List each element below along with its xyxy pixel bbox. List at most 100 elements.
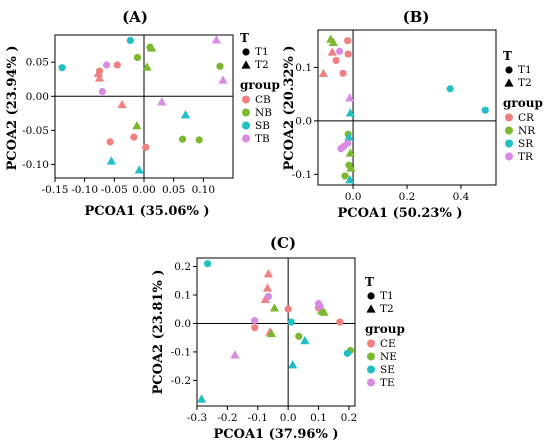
data-point-te-t1	[264, 292, 273, 301]
data-point-se-t2	[196, 394, 207, 403]
data-point-ce-t2	[263, 269, 274, 278]
x-tick-label: 0.10	[192, 184, 215, 196]
legend-color-cb	[242, 95, 250, 104]
x-tick-label: -0.3	[187, 412, 207, 424]
legend-shape-title: T	[503, 49, 512, 63]
legend-color-cr	[505, 113, 513, 122]
data-point-cr-t1	[339, 69, 347, 77]
legend-color-sb	[242, 121, 250, 130]
legend-label-t1: T1	[380, 290, 394, 302]
x-tick-label: -0.2	[217, 412, 237, 424]
legend-label-nr: NR	[518, 125, 536, 137]
panel-b-x-ticks: 0.0 0.2 0.4	[345, 185, 470, 203]
data-point-ce-t1	[251, 324, 259, 332]
data-point-tr-t2	[345, 93, 355, 102]
panel-c-y-ticks: -0.2 -0.1 0.0 0.1 0.2	[171, 261, 197, 387]
panel-a-y-label: PCOA2 (23.94% )	[5, 46, 20, 171]
y-tick-label: -0.2	[171, 375, 191, 387]
x-tick-label: 0.1	[310, 412, 327, 424]
legend-color-se	[367, 365, 375, 374]
panel-a: (A) -0.15 -0.10 -0.05 0.00 0.05 0.10 -0.10-0.…	[5, 8, 280, 219]
data-point-te-t1	[251, 317, 259, 325]
data-point-tb-t2	[211, 35, 221, 44]
y-tick-label: 0.05	[26, 57, 49, 69]
legend-label-t1: T1	[255, 46, 269, 58]
legend-group-title: group	[365, 322, 405, 336]
data-point-ne-t1	[295, 332, 303, 340]
data-point-nb-t1	[195, 136, 203, 144]
panel-c-title: (C)	[270, 234, 296, 252]
x-tick-label: 0.2	[341, 412, 358, 424]
legend-group-title: group	[503, 96, 543, 110]
y-tick-label: -0.10	[22, 159, 49, 171]
legend-label-ne: NE	[380, 351, 397, 363]
panel-c-y-label: PCOA2 (23.81% )	[151, 270, 166, 395]
data-point-cb-t1	[106, 138, 114, 146]
panel-b-points	[318, 34, 489, 184]
legend-shape-title: T	[240, 31, 249, 45]
data-point-te-t1	[316, 302, 324, 310]
data-point-tr-t1	[340, 142, 348, 151]
x-tick-label: -0.10	[71, 184, 98, 196]
data-point-sr-t1	[481, 106, 489, 114]
data-point-cb-t2	[117, 99, 127, 109]
legend-label-sb: SB	[255, 120, 270, 132]
legend-color-nr	[505, 126, 513, 135]
data-point-nb-t2	[142, 62, 152, 71]
x-tick-label: 0.2	[399, 191, 416, 203]
x-tick-label: 0.4	[453, 191, 470, 203]
panel-c-points	[196, 260, 355, 403]
y-tick-label: 0.00	[26, 91, 49, 103]
y-tick-label: 0.0	[174, 318, 191, 330]
panel-c-reference-lines	[197, 258, 355, 406]
legend-label-cr: CR	[518, 112, 535, 124]
data-point-se-t1	[343, 349, 352, 357]
y-tick-label: 0.0	[295, 115, 312, 127]
data-point-nr-t2	[346, 163, 356, 172]
data-point-tb-t1	[103, 61, 111, 69]
data-point-tb-t1	[98, 87, 107, 96]
panel-a-title: (A)	[122, 8, 148, 26]
legend-key-t1	[505, 66, 513, 74]
panel-b-y-ticks: -0.1 0.0 0.1	[292, 62, 318, 181]
data-point-sr-t2	[345, 175, 355, 184]
legend-key-t2	[504, 78, 514, 87]
data-point-ce-t1	[284, 305, 292, 313]
data-point-nb-t1	[216, 62, 224, 70]
data-point-sr-t2	[345, 108, 355, 117]
data-point-ce-t1	[336, 318, 344, 326]
data-point-sb-t1	[126, 36, 134, 45]
data-point-ne-t2	[319, 307, 329, 316]
legend-label-cb: CB	[255, 94, 271, 106]
legend-key-t2	[241, 60, 251, 69]
data-point-nb-t1	[133, 53, 142, 62]
data-point-nb-t2	[132, 120, 142, 130]
data-point-ne-t2	[266, 328, 277, 338]
legend-color-ce	[367, 339, 375, 348]
data-point-se-t1	[204, 260, 212, 268]
y-tick-label: -0.1	[171, 346, 191, 358]
legend-color-tb	[242, 134, 250, 143]
x-tick-label: 0.05	[162, 184, 185, 196]
data-point-cr-t2	[327, 47, 337, 56]
panel-a-reference-lines	[55, 35, 233, 178]
legend-label-te: TE	[380, 377, 395, 389]
legend-key-t1	[242, 48, 250, 56]
panel-b-reference-lines	[318, 30, 496, 185]
y-tick-label: 0.2	[174, 261, 191, 273]
panel-c-plot-frame	[196, 257, 356, 407]
y-tick-label: 0.1	[174, 290, 191, 302]
data-point-se-t2	[288, 360, 298, 369]
data-point-nb-t1	[178, 135, 187, 143]
x-tick-label: 0.0	[345, 191, 362, 203]
legend-key-t2	[366, 304, 376, 313]
data-point-nr-t2	[345, 148, 355, 157]
data-point-cb-t1	[113, 61, 121, 69]
data-point-ce-t2	[262, 283, 273, 292]
panel-c: (C) -0.3 -0.2 -0.1 0.0 0.1 0.2 -0.2 -0.1 0.0 0.1…	[151, 234, 405, 442]
x-tick-label: 0.00	[132, 184, 155, 196]
x-tick-label: -0.05	[101, 184, 128, 196]
legend-label-sr: SR	[518, 138, 534, 150]
